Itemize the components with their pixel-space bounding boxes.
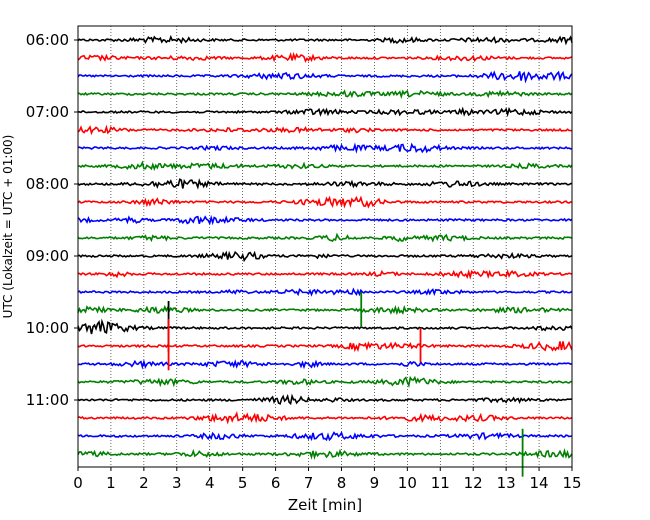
trace-line	[77, 304, 573, 316]
y-tick-label: 08:00	[26, 175, 69, 193]
y-tick-label: 07:00	[26, 103, 69, 121]
trace-line	[77, 51, 573, 63]
trace-line	[77, 447, 573, 461]
trace-line	[77, 250, 573, 263]
x-tick-label: 10	[398, 474, 417, 492]
trace-line	[77, 375, 573, 388]
trace-line	[77, 142, 573, 154]
x-tick-label: 6	[271, 474, 281, 492]
x-tick-label: 0	[73, 474, 83, 492]
trace-line	[77, 214, 573, 226]
x-tick-label: 11	[431, 474, 450, 492]
x-tick-label: 1	[106, 474, 116, 492]
trace-line	[77, 178, 573, 190]
trace-line	[77, 160, 573, 172]
x-tick-label: 4	[205, 474, 215, 492]
x-tick-label: 2	[139, 474, 149, 492]
trace-line	[77, 106, 573, 118]
y-axis-ticks: 06:00 07:00 08:00 09:00 10:00 11:00	[26, 31, 78, 409]
trace-line	[77, 89, 573, 99]
trace-line	[77, 340, 573, 353]
y-axis-label: UTC (Lokalzeit = UTC + 01:00)	[1, 135, 15, 319]
trace-line	[77, 358, 573, 370]
trace-line	[77, 431, 572, 442]
trace-line	[77, 70, 573, 84]
y-tick-label: 09:00	[26, 247, 69, 265]
x-tick-label: 3	[172, 474, 182, 492]
trace-line	[77, 124, 573, 136]
trace-line	[77, 287, 573, 297]
y-tick-label: 06:00	[26, 31, 69, 49]
plot-frame	[77, 25, 573, 468]
y-tick-label: 11:00	[26, 391, 69, 409]
x-tick-label: 13	[497, 474, 516, 492]
trace-line	[77, 269, 573, 280]
y-tick-label: 10:00	[26, 319, 69, 337]
trace-line	[77, 195, 573, 209]
x-tick-label: 5	[238, 474, 248, 492]
trace-line	[77, 411, 573, 425]
x-tick-label: 12	[464, 474, 483, 492]
x-tick-label: 15	[562, 474, 581, 492]
x-axis-ticks: 0 1 2 3 4 5 6 7 8 9 10 11 12 13 14 15	[73, 467, 582, 492]
trace-line	[77, 393, 573, 406]
trace-line	[77, 232, 573, 243]
x-tick-label: 8	[337, 474, 347, 492]
trace-line	[77, 318, 573, 335]
trace-group	[77, 34, 573, 477]
trace-line	[77, 34, 573, 46]
x-tick-label: 9	[370, 474, 380, 492]
x-tick-label: 14	[530, 474, 549, 492]
x-axis-label: Zeit [min]	[288, 496, 362, 514]
x-tick-label: 7	[304, 474, 314, 492]
